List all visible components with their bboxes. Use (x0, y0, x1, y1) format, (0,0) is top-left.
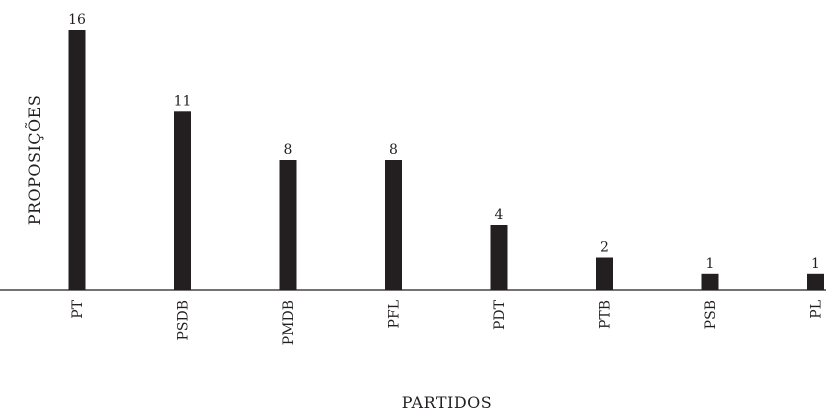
x-tick-label-pfl: PFL (387, 300, 403, 328)
bar-psdb (174, 111, 191, 291)
value-label-pt: 16 (68, 12, 86, 28)
bar-ptb (596, 257, 613, 290)
value-label-psdb: 11 (174, 93, 192, 109)
bar-pdt (490, 225, 508, 290)
bars-group (68, 30, 824, 291)
x-tick-label-pt: PT (70, 299, 86, 318)
y-axis-label: PROPOSIÇÕES (24, 95, 44, 226)
value-label-pl: 1 (811, 256, 820, 272)
x-tick-labels-group: PT PSDB PMDB PFL PDT PTB PSB PL (70, 299, 825, 345)
bar-pmdb (279, 160, 297, 290)
x-axis-label: PARTIDOS (402, 393, 493, 412)
x-tick-label-pmdb: PMDB (281, 300, 297, 345)
x-tick-label-pl: PL (809, 300, 825, 319)
bar-pl (807, 273, 824, 291)
x-tick-label-ptb: PTB (598, 300, 614, 329)
value-label-pdt: 4 (495, 207, 504, 223)
x-tick-label-psb: PSB (703, 300, 719, 329)
value-label-pfl: 8 (389, 142, 398, 158)
value-label-pmdb: 8 (284, 142, 293, 158)
bar-pt (68, 30, 86, 290)
x-tick-label-pdt: PDT (492, 299, 508, 330)
bar-pfl (385, 160, 402, 290)
value-label-ptb: 2 (600, 240, 609, 256)
value-label-psb: 1 (706, 256, 715, 272)
x-tick-label-psdb: PSDB (176, 300, 192, 341)
bar-psb (701, 273, 719, 291)
